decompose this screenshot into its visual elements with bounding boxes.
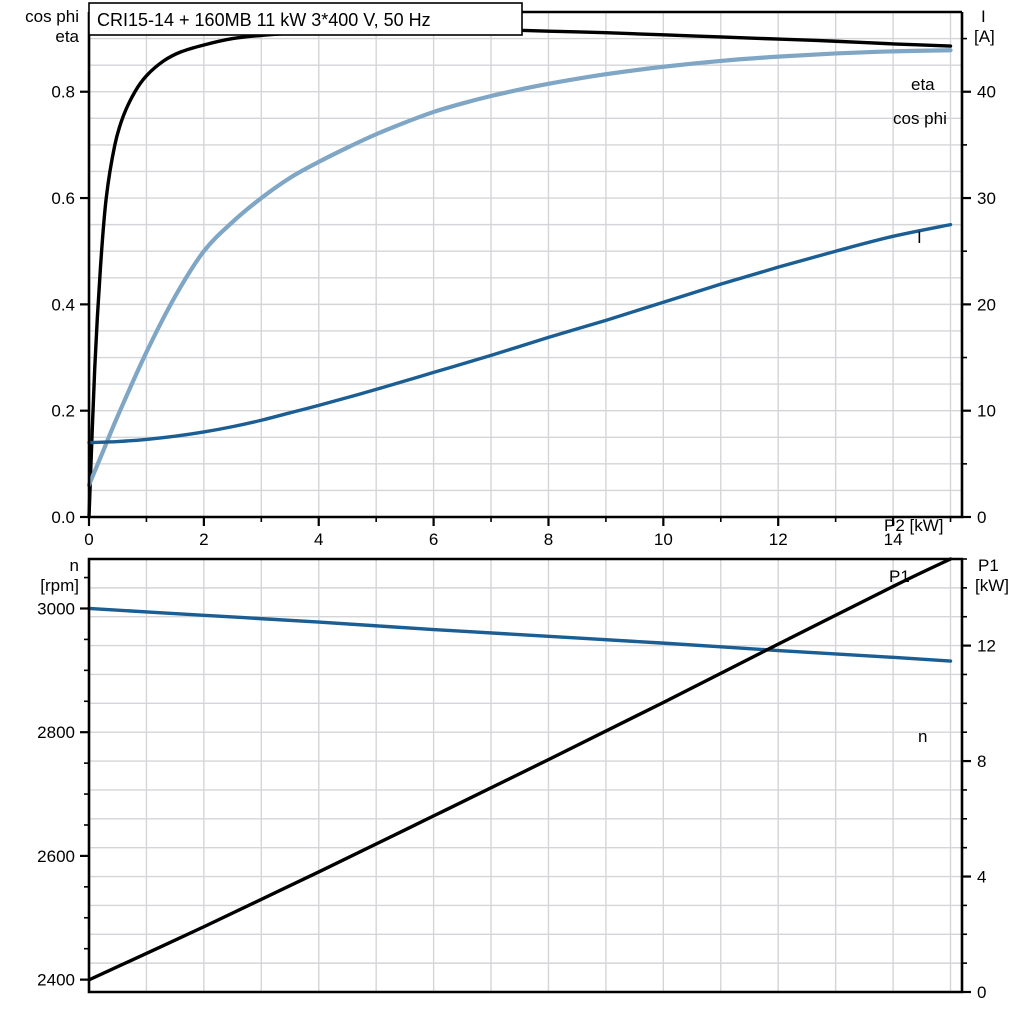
curve-cos-phi (86, 48, 953, 488)
top-x-axis-title: P2 [kW] (884, 516, 944, 535)
bottom-right-axis-title-line2: [kW] (975, 576, 1009, 595)
bottom-right-axis-title-line1: P1 (978, 556, 999, 575)
bottom-ticks: 2400 2600 2800 3000 0 4 8 12 (37, 558, 996, 1002)
motor-efficiency-chart: 0 2 4 6 8 10 12 14 0.0 0.2 0.4 0.6 0.8 0 10 20 30 40 cos p… (25, 2, 996, 548)
curve-label-speed: n (918, 727, 927, 746)
speed-power-chart: 2400 2600 2800 3000 0 4 8 12 n [rpm] P1 [kW] P1 n (0, 548, 1024, 1024)
top-chart-svg: 0 2 4 6 8 10 12 14 0.0 0.2 0.4 0.6 0.8 0 10 20 30 40 cos p… (25, 2, 996, 548)
top-xtick-label: 6 (429, 530, 438, 548)
top-right-axis-title-line1: I (981, 7, 986, 26)
top-ytick-label-left: 0.0 (51, 508, 75, 527)
top-ytick-label-right: 20 (977, 295, 996, 314)
top-ytick-label-left: 0.8 (51, 83, 75, 102)
top-xtick-label: 14 (884, 530, 903, 548)
top-ytick-label-right: 0 (977, 508, 986, 527)
top-ticks: 0 2 4 6 8 10 12 14 0.0 0.2 0.4 0.6 0.8 0 10 20 30 40 (51, 37, 996, 548)
top-left-axis-title-line2: eta (55, 27, 79, 46)
bottom-ytick-label-right: 4 (977, 868, 986, 887)
chart-title-box: CRI15-14 + 160MB 11 kW 3*400 V, 50 Hz (88, 2, 523, 36)
top-ytick-label-right: 40 (977, 83, 996, 102)
curve-I (87, 222, 953, 445)
bottom-ytick-label-left: 2800 (37, 723, 75, 742)
top-xtick-label: 4 (314, 530, 323, 548)
curve-n (87, 606, 953, 663)
bottom-ytick-label-left: 3000 (37, 599, 75, 618)
bottom-gridlines (88, 558, 962, 993)
top-ytick-label-right: 10 (977, 402, 996, 421)
bottom-axes (87, 557, 964, 994)
bottom-ytick-label-left: 2400 (37, 971, 75, 990)
top-ytick-label-left: 0.2 (51, 402, 75, 421)
top-gridlines (88, 11, 962, 518)
curve-P1 (87, 557, 953, 982)
curve-label-current: I (917, 228, 922, 247)
top-xtick-label: 0 (84, 530, 93, 548)
bottom-ytick-label-right: 8 (977, 752, 986, 771)
curve-label-cos-phi: cos phi (893, 109, 947, 128)
top-curves (86, 27, 953, 519)
bottom-left-axis-title-line2: [rpm] (40, 576, 79, 595)
curve-label-eta: eta (911, 75, 935, 94)
top-xtick-label: 12 (769, 530, 788, 548)
top-ytick-label-left: 0.6 (51, 189, 75, 208)
top-curve-labels: eta cos phi I (893, 75, 947, 247)
bottom-ytick-label-left: 2600 (37, 847, 75, 866)
top-ytick-label-left: 0.4 (51, 295, 75, 314)
top-xtick-label: 8 (544, 530, 553, 548)
curve-eta (87, 27, 953, 519)
chart-title-text: CRI15-14 + 160MB 11 kW 3*400 V, 50 Hz (97, 10, 431, 30)
bottom-axis-titles: n[rpm]P1[kW] (40, 556, 1009, 595)
bottom-curves (87, 557, 953, 982)
top-right-axis-title-line2: [A] (974, 27, 995, 46)
bottom-left-axis-title-line1: n (70, 556, 79, 575)
top-xtick-label: 2 (199, 530, 208, 548)
top-ytick-label-right: 30 (977, 189, 996, 208)
top-xtick-label: 10 (654, 530, 673, 548)
bottom-curve-labels: P1 n (889, 567, 927, 746)
bottom-ytick-label-right: 0 (977, 983, 986, 1002)
bottom-ytick-label-right: 12 (977, 637, 996, 656)
top-left-axis-title-line1: cos phi (25, 7, 79, 26)
curve-label-power: P1 (889, 567, 910, 586)
